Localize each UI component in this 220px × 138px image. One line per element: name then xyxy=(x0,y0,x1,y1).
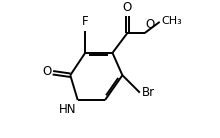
Text: O: O xyxy=(123,1,132,14)
Text: O: O xyxy=(42,65,52,78)
Text: HN: HN xyxy=(59,103,77,116)
Text: Br: Br xyxy=(142,86,155,99)
Text: F: F xyxy=(82,15,88,28)
Text: CH₃: CH₃ xyxy=(161,16,182,26)
Text: O: O xyxy=(145,18,155,31)
